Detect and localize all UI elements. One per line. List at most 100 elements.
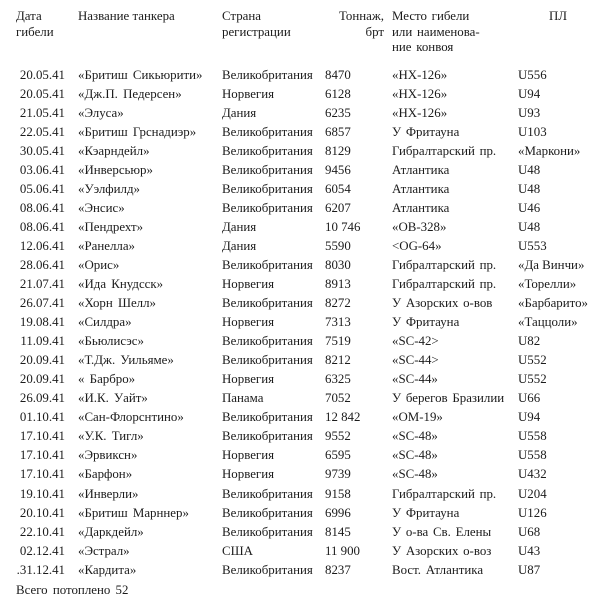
table-row: 08.06.41 «Энсис» Великобритания 6207 Атланти… — [0, 199, 600, 218]
header-spacer-row — [0, 56, 600, 66]
cell-tonnage: 12 842 — [325, 410, 361, 425]
cell-country: США — [222, 543, 253, 558]
cell-tonnage: 7052 — [325, 391, 351, 406]
cell-submarine: U68 — [518, 524, 541, 539]
cell-country: Великобритания — [222, 296, 313, 311]
cell-submarine: U82 — [518, 334, 541, 349]
cell-place: Вост. Атлантика — [392, 562, 484, 577]
cell-date: 08.06.41 — [19, 200, 65, 215]
cell-country: Великобритания — [222, 429, 313, 444]
cell-submarine: U126 — [518, 505, 547, 520]
cell-country: Великобритания — [222, 124, 313, 139]
cell-country: Панама — [222, 391, 264, 406]
cell-ship-name: «Эрвиксн» — [78, 448, 138, 463]
cell-place: «SC-42> — [392, 334, 439, 349]
cell-ship-name: «Т.Дж. Уильяме» — [78, 353, 174, 368]
cell-submarine: U94 — [518, 86, 541, 101]
column-header-country: Страна регистрации — [220, 0, 325, 56]
cell-date: 19.10.41 — [19, 486, 65, 501]
column-header-name: Название танкера — [72, 0, 220, 56]
cell-country: Великобритания — [222, 334, 313, 349]
cell-date: 17.10.41 — [19, 467, 65, 482]
cell-country: Дания — [222, 219, 257, 234]
cell-country: Великобритания — [222, 181, 313, 196]
cell-place: Атлантика — [392, 181, 450, 196]
column-header-country-line2: регистрации — [222, 24, 291, 39]
column-header-date-line1: Дата — [16, 9, 42, 23]
cell-tonnage: 9158 — [325, 486, 351, 501]
cell-country: Великобритания — [222, 562, 313, 577]
cell-submarine: «Да Винчи» — [518, 257, 585, 272]
cell-place: «НХ-126» — [392, 86, 448, 101]
cell-ship-name: «У.К. Тигл» — [78, 429, 144, 444]
cell-place: «SC-48» — [392, 467, 438, 482]
table-row: 26.09.41 «И.К. Уайт» Панама 7052 У берегов Б… — [0, 389, 600, 408]
cell-place: «НХ-126» — [392, 105, 448, 120]
cell-ship-name: «Хорн Шелл» — [78, 296, 156, 311]
column-header-place-line3: ние конвоя — [392, 40, 454, 54]
cell-ship-name: «Силдра» — [78, 315, 132, 330]
cell-country: Норвегия — [222, 467, 275, 482]
cell-ship-name: «Бритиш Сикьюрити» — [78, 67, 203, 82]
table-row: 28.06.41 «Орис» Великобритания 8030 Гибралта… — [0, 256, 600, 275]
cell-country: Норвегия — [222, 277, 275, 292]
cell-country: Норвегия — [222, 86, 275, 101]
cell-date: 05.06.41 — [19, 181, 65, 196]
cell-submarine: U66 — [518, 391, 541, 406]
table-row: 02.12.41 «Эстрал» США 11 900 У Азорских о-во… — [0, 542, 600, 561]
table-row: 22.10.41 «Даркдейл» Великобритания 8145 У о-… — [0, 523, 600, 542]
cell-country: Великобритания — [222, 505, 313, 520]
column-header-name-line1: Название танкера — [78, 9, 175, 23]
cell-ship-name: « Барбро» — [78, 372, 136, 387]
cell-ship-name: «Элуса» — [78, 105, 124, 120]
column-header-tonnage-line2: брт — [365, 24, 384, 39]
table-row: 11.09.41 «Бьюлисэс» Великобритания 7519 «SC-… — [0, 332, 600, 351]
cell-date: 08.06.41 — [19, 219, 65, 234]
table-row: 20.05.41 «Дж.П. Педерсен» Норвегия 6128 «НХ-… — [0, 85, 600, 104]
cell-country: Великобритания — [222, 410, 313, 425]
cell-ship-name: «Бьюлисэс» — [78, 334, 144, 349]
header-spacer-cell — [0, 56, 600, 66]
cell-place: «SC-48» — [392, 429, 438, 444]
cell-place: Гибралтарский пр. — [392, 277, 497, 292]
cell-tonnage: 8272 — [325, 296, 351, 311]
cell-date: .31.12.41 — [16, 562, 65, 577]
cell-date: 19.08.41 — [19, 315, 65, 330]
cell-date: 20.10.41 — [19, 505, 65, 520]
table-row: 20.09.41 «Т.Дж. Уильяме» Великобритания 821… — [0, 351, 600, 370]
column-header-date: Дата гибели — [0, 0, 72, 56]
cell-ship-name: «Уэлфилд» — [78, 181, 140, 196]
cell-ship-name: «Орис» — [78, 257, 120, 272]
cell-place: <OG-64» — [392, 238, 442, 253]
cell-submarine: U93 — [518, 105, 541, 120]
cell-date: 20.05.41 — [19, 86, 65, 101]
cell-country: Великобритания — [222, 486, 313, 501]
cell-submarine: U552 — [518, 353, 547, 368]
cell-place: «SC-44> — [392, 353, 439, 368]
cell-country: Великобритания — [222, 162, 313, 177]
cell-country: Великобритания — [222, 353, 313, 368]
column-header-country-line1: Страна — [222, 9, 262, 23]
cell-ship-name: «Барфон» — [78, 467, 133, 482]
cell-submarine: U103 — [518, 124, 547, 139]
cell-place: У о-ва Св. Елены — [392, 524, 492, 539]
cell-place: «ОМ-19» — [392, 410, 443, 425]
cell-submarine: U552 — [518, 372, 547, 387]
cell-tonnage: 7519 — [325, 334, 351, 349]
cell-place: «НХ-126» — [392, 67, 448, 82]
table-row: 30.05.41 «Кэарндейл» Великобритания 8129 Гиб… — [0, 142, 600, 161]
cell-place: Гибралтарский пр. — [392, 143, 497, 158]
column-header-submarine-line1: ПЛ — [549, 9, 568, 23]
cell-date: 20.09.41 — [19, 372, 65, 387]
cell-date: 11.09.41 — [20, 334, 65, 349]
cell-country: Норвегия — [222, 448, 275, 463]
cell-place: У Фритауна — [392, 505, 460, 520]
cell-tonnage: 10 746 — [325, 219, 361, 234]
table-row: 08.06.41 «Пендрехт» Дания 10 746 «ОВ-328» U48 — [0, 218, 600, 237]
cell-place: Гибралтарский пр. — [392, 257, 497, 272]
table-row: 01.10.41 «Сан-Флорснтино» Великобритания 12… — [0, 408, 600, 427]
column-header-tonnage: Тоннаж, брт — [325, 0, 388, 56]
cell-country: Норвегия — [222, 372, 275, 387]
cell-date: 01.10.41 — [19, 410, 65, 425]
cell-tonnage: 11 900 — [325, 543, 360, 558]
